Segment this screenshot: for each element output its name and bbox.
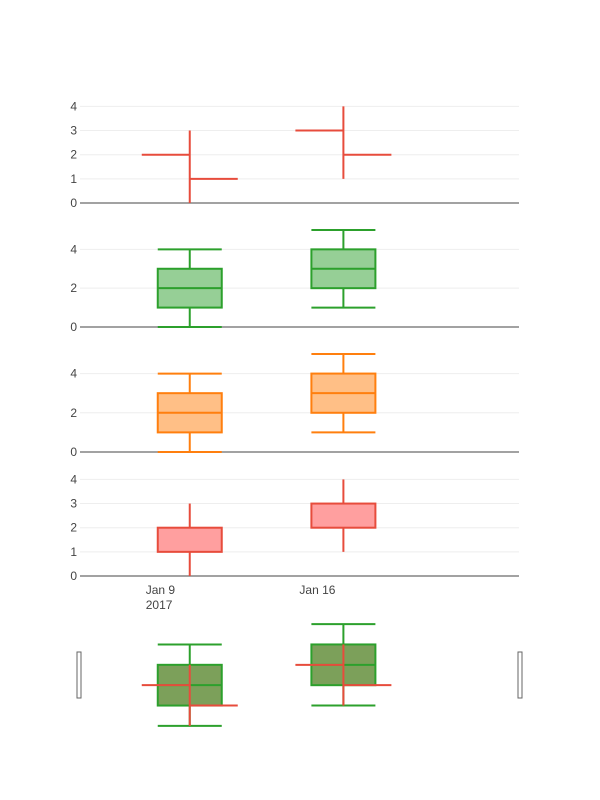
y-tick-label: 1 <box>70 545 77 559</box>
y-tick-label: 2 <box>70 148 77 162</box>
y-tick-label: 1 <box>70 172 77 186</box>
rangeslider-handle-right[interactable] <box>517 651 523 699</box>
y-tick-label: 2 <box>70 521 77 535</box>
y-tick-label: 4 <box>70 242 77 256</box>
x-tick-label: Jan 9 <box>146 583 176 597</box>
y-tick-label: 0 <box>70 569 77 583</box>
y-tick-label: 4 <box>70 472 77 486</box>
y-tick-label: 4 <box>70 99 77 113</box>
candle-body <box>310 502 377 529</box>
x-tick-year-label: 2017 <box>146 598 173 612</box>
y-tick-label: 0 <box>70 196 77 210</box>
y-tick-label: 0 <box>70 445 77 459</box>
y-tick-label: 4 <box>70 367 77 381</box>
candle-body <box>156 526 223 553</box>
rangeslider-handle-left[interactable] <box>76 651 82 699</box>
y-tick-label: 3 <box>70 497 77 511</box>
y-tick-label: 2 <box>70 406 77 420</box>
x-tick-label: Jan 16 <box>299 583 335 597</box>
y-tick-label: 2 <box>70 281 77 295</box>
y-tick-label: 3 <box>70 124 77 138</box>
y-tick-label: 0 <box>70 320 77 334</box>
